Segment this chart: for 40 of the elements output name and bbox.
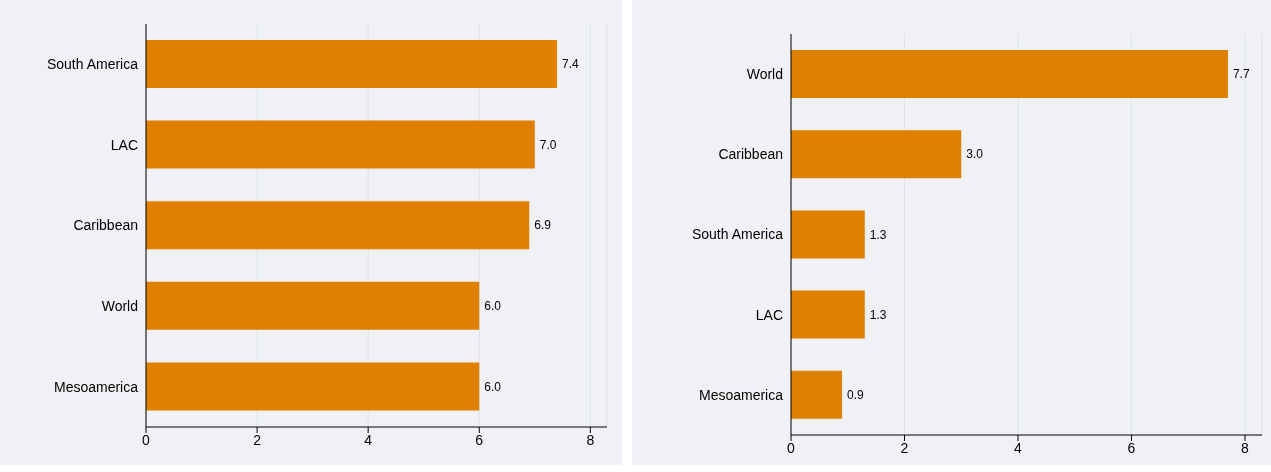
x-tick-label: 4	[364, 431, 373, 448]
bar	[146, 120, 535, 169]
x-tick-label: 0	[142, 431, 151, 448]
y-tick-label: World	[746, 66, 783, 83]
y-tick-label: Mesoamerica	[53, 378, 139, 395]
bar	[146, 362, 480, 411]
x-tick-label: 2	[253, 431, 262, 448]
y-tick-label: World	[101, 298, 138, 315]
y-tick-label: Caribbean	[718, 146, 783, 163]
bar	[791, 290, 865, 339]
bar	[146, 201, 530, 250]
x-tick-label: 4	[1014, 439, 1023, 456]
y-tick-label: South America	[691, 226, 784, 243]
y-tick-label: South America	[46, 56, 139, 73]
data-label: 0.9	[847, 388, 865, 403]
data-label: 7.0	[539, 137, 557, 152]
bar	[791, 130, 962, 179]
y-tick-label: LAC	[755, 306, 783, 323]
y-tick-label: LAC	[110, 136, 138, 153]
data-label: 1.3	[869, 227, 887, 242]
x-tick-label: 6	[1127, 439, 1136, 456]
y-tick-label: Caribbean	[73, 217, 138, 234]
data-label: 6.0	[484, 379, 502, 394]
x-tick-label: 8	[1241, 439, 1250, 456]
y-tick-label: Mesoamerica	[698, 386, 784, 403]
data-label: 3.0	[966, 147, 984, 162]
x-tick-label: 8	[586, 431, 595, 448]
data-label: 7.7	[1232, 67, 1250, 82]
bar	[791, 50, 1228, 98]
bar	[146, 40, 558, 88]
bar	[791, 210, 865, 259]
data-label: 6.9	[534, 218, 552, 233]
data-label: 7.4	[562, 57, 580, 72]
data-label: 6.0	[484, 299, 502, 314]
data-label: 1.3	[869, 307, 887, 322]
x-tick-label: 6	[475, 431, 484, 448]
x-tick-label: 2	[900, 439, 909, 456]
bar	[791, 370, 843, 419]
bar	[146, 281, 480, 330]
x-tick-label: 0	[787, 439, 796, 456]
